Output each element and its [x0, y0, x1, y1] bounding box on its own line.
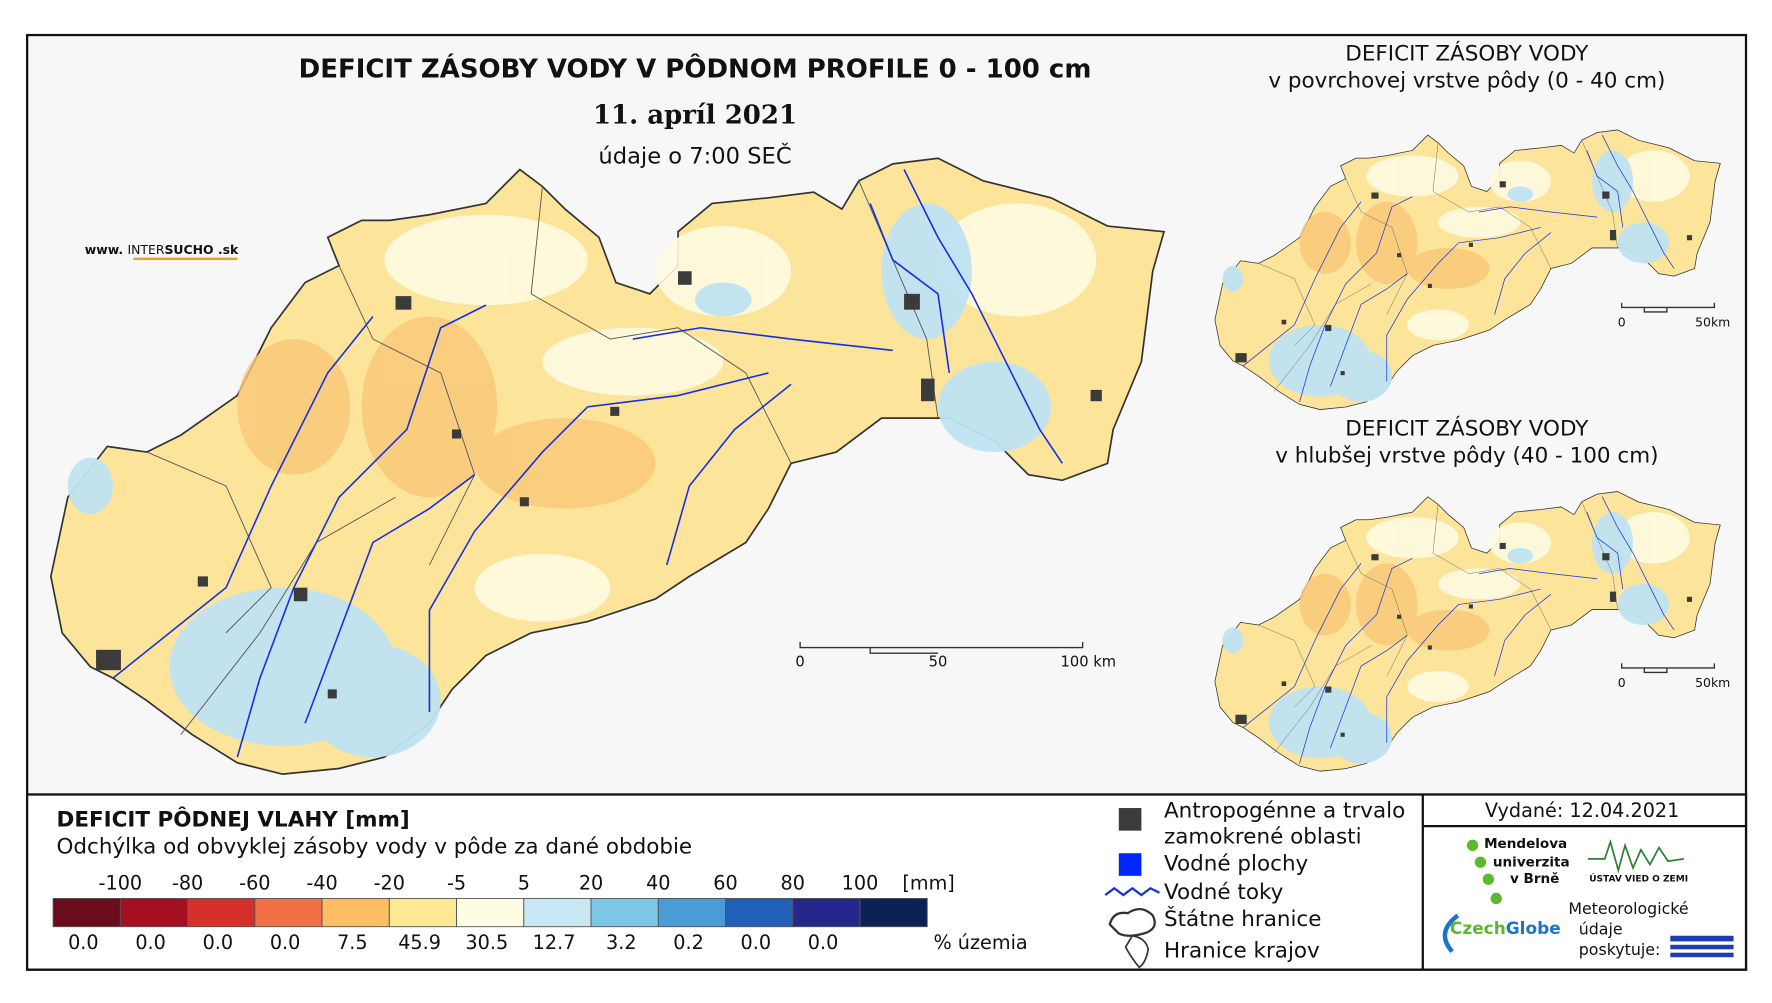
legend-percent: 12.7	[533, 931, 576, 954]
legend-percent: 45.9	[398, 931, 441, 954]
shmu-logo	[1670, 935, 1734, 958]
logo-text: CzechGlobe	[1450, 918, 1561, 938]
legend-boundary: 5	[518, 871, 530, 894]
legend-swatch	[657, 897, 726, 928]
scale-label: 0	[1618, 675, 1626, 690]
logo-text: údaje	[1579, 920, 1623, 939]
map-title: DEFICIT ZÁSOBY VODY V PÔDNOM PROFILE 0 -…	[299, 53, 1092, 85]
legend-percent: 0.0	[741, 931, 772, 954]
legend-percent: 0.0	[68, 931, 99, 954]
legend-boundary: 60	[713, 871, 737, 894]
logo-part: Czech	[1450, 918, 1506, 938]
legend-boundary: -80	[172, 871, 203, 894]
logo-text: univerzita	[1493, 854, 1570, 870]
region-icon	[1124, 934, 1150, 969]
inset-subtitle: v hlubšej vrstve pôdy (40 - 100 cm)	[1275, 444, 1658, 469]
logo-text: poskytuje:	[1579, 940, 1661, 959]
legend-swatch	[456, 897, 525, 928]
legend-percent: 3.2	[606, 931, 637, 954]
symbol-label: Hranice krajov	[1164, 939, 1320, 964]
inset-title: DEFICIT ZÁSOBY VODY	[1345, 415, 1589, 441]
legend-percent: 0.0	[270, 931, 301, 954]
water-icon	[1118, 853, 1142, 876]
legend-swatch	[792, 897, 861, 928]
legend-panel	[25, 793, 1748, 971]
watermark-part: INTER	[127, 241, 164, 256]
legend-percent: 7.5	[337, 931, 368, 954]
scale-bar	[799, 302, 1716, 674]
logo-text: Mendelova	[1484, 836, 1567, 852]
legend-percent: 30.5	[465, 931, 508, 954]
map-date: 11. apríl 2021	[593, 100, 797, 130]
legend-swatch	[388, 897, 458, 928]
legend-subtitle: Odchýlka od obvyklej zásoby vody v pôde …	[57, 835, 693, 860]
legend-title: DEFICIT PÔDNEJ VLAHY [mm]	[57, 806, 410, 832]
issued: Vydané: 12.04.2021	[1485, 799, 1679, 822]
legend-boundary: 40	[646, 871, 670, 894]
legend-boundary: 80	[781, 871, 805, 894]
watermark-part: .sk	[218, 241, 239, 256]
scale-label: 50km	[1695, 315, 1730, 330]
logo-part: Globe	[1506, 918, 1561, 938]
symbol-label: Vodné plochy	[1164, 852, 1309, 877]
inset-title: DEFICIT ZÁSOBY VODY	[1345, 40, 1589, 66]
scale-label: 50	[929, 653, 948, 670]
czechglobe-arc	[1442, 913, 1460, 954]
scale-label: 100 km	[1061, 653, 1117, 670]
legend-percent: 0.0	[203, 931, 234, 954]
legend-boundary: -20	[374, 871, 405, 894]
inset-subtitle: v povrchovej vrstve pôdy (0 - 40 cm)	[1268, 68, 1665, 93]
legend-boundary: 100	[842, 871, 879, 894]
legend-swatch	[187, 897, 256, 928]
legend-swatch	[321, 897, 390, 928]
legend-percent: 0.0	[808, 931, 839, 954]
legend-boundary: -40	[306, 871, 337, 894]
mendel-dots	[1466, 839, 1502, 905]
symbol-label: zamokrené oblasti	[1164, 824, 1362, 849]
watermark: www. INTERSUCHO .sk	[85, 241, 239, 256]
legend-boundary: 20	[579, 871, 603, 894]
urban-icon	[1118, 808, 1142, 831]
legend-percent: 0.0	[135, 931, 166, 954]
legend-swatch	[523, 897, 592, 928]
ustav-logo	[1587, 839, 1684, 874]
legend-swatch	[52, 897, 121, 928]
symbol-label: Antropogénne a trvalo	[1164, 798, 1405, 823]
legend-scale: -100 -80 -60 -40 -20 -5 5 20 40 60 80 100 [mm] 0.0 0.0…	[52, 871, 1028, 954]
map-time: údaje o 7:00 SEČ	[598, 142, 791, 170]
logo-text: Meteorologické	[1568, 899, 1688, 918]
legend-swatch	[725, 897, 794, 928]
river-icon	[1104, 886, 1160, 897]
legend-boundary: -100	[99, 871, 143, 894]
legend-swatch	[590, 897, 659, 928]
scale-label: 50km	[1695, 675, 1730, 690]
watermark-part: SUCHO	[164, 241, 213, 256]
legend-boundary: -60	[239, 871, 270, 894]
symbol-label: Štátne hranice	[1164, 906, 1321, 932]
legend-boundary: -5	[447, 871, 466, 894]
scale-label: 0	[795, 653, 804, 670]
logo-text: v Brně	[1510, 871, 1559, 887]
legend-percent-label: % územia	[933, 931, 1027, 954]
watermark-part: www.	[85, 241, 123, 256]
logo-text: ÚSTAV VIED O ZEMI	[1589, 873, 1688, 885]
legend-swatch	[254, 897, 323, 928]
legend-swatch	[859, 897, 928, 928]
legend-unit: [mm]	[902, 871, 954, 894]
scale-label: 0	[1618, 315, 1626, 330]
legend-swatch	[119, 897, 189, 928]
symbol-label: Vodné toky	[1164, 880, 1284, 905]
legend-percent: 0.2	[673, 931, 704, 954]
